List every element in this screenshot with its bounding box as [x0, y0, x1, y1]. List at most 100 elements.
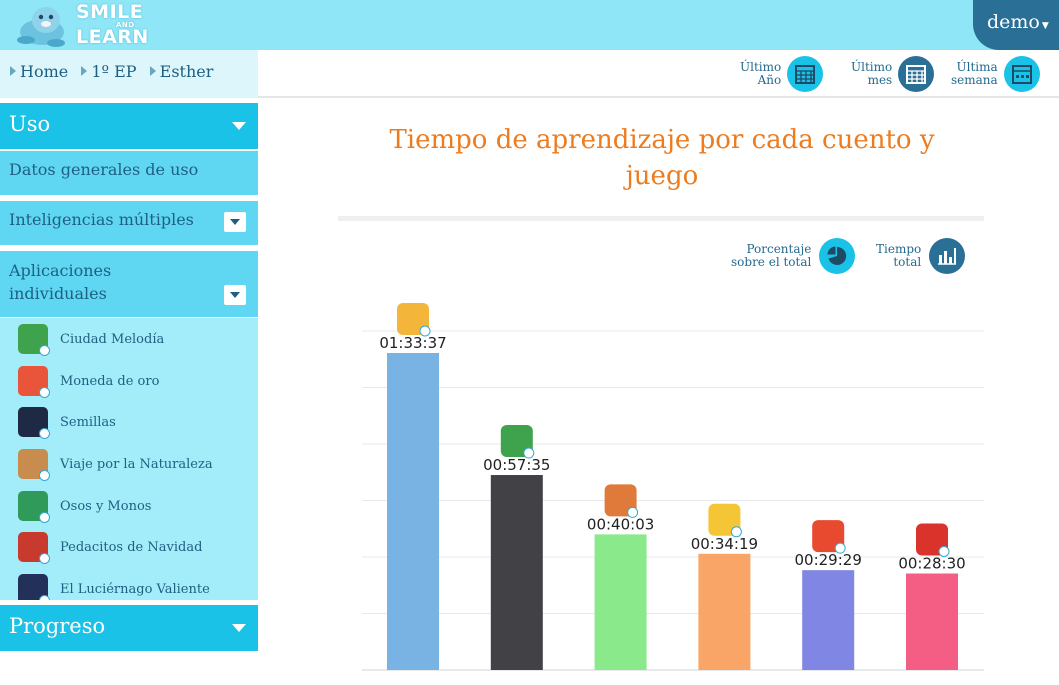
- bar-chart-icon: [929, 238, 966, 274]
- view-label-line1: Porcentaje: [746, 242, 812, 256]
- logo-text: SMILE AND LEARN: [76, 3, 149, 47]
- view-total-button[interactable]: Tiempo total: [876, 238, 966, 274]
- app-icon-3: [604, 484, 639, 518]
- period-label-line1: Último: [740, 60, 782, 74]
- bar-value-label: 00:29:29: [795, 551, 862, 569]
- bar[interactable]: [802, 570, 855, 670]
- clock-badge-icon: [39, 470, 50, 481]
- app-name: Osos y Monos: [60, 498, 152, 514]
- sidebar-item-inteligencias[interactable]: Inteligencias múltiples: [0, 201, 258, 245]
- period-last-week-button[interactable]: Última semana: [951, 56, 1040, 92]
- period-label-line2: semana: [951, 73, 998, 87]
- osos-monos-app-icon: [18, 491, 50, 523]
- app-name: Semillas: [60, 414, 116, 430]
- app-name: El Luciérnago Valiente: [60, 581, 210, 597]
- clock-badge-icon: [39, 428, 50, 439]
- app-list: Ciudad Melodía Moneda de oro Semillas Vi…: [0, 318, 258, 600]
- period-label-line1: Último: [851, 60, 893, 74]
- bar[interactable]: [594, 534, 647, 670]
- breadcrumb-arrow-icon: [149, 66, 156, 76]
- app-item-osos-monos[interactable]: Osos y Monos: [18, 490, 152, 523]
- app-name: Moneda de oro: [60, 373, 160, 389]
- pedacitos-navidad-app-icon: [18, 532, 50, 564]
- view-label: Tiempo total: [876, 243, 921, 269]
- time-per-app-chart: 01:33:37 00:57:35 00:40:03 00:34:19 00:29:29…: [362, 303, 984, 671]
- view-label: Porcentaje sobre el total: [731, 243, 811, 269]
- bar-value-label: 00:40:03: [587, 515, 654, 533]
- sidebar-item-label: Aplicaciones individuales: [9, 261, 112, 303]
- period-last-month-button[interactable]: Último mes: [851, 56, 935, 92]
- breadcrumb-label: Home: [20, 62, 69, 81]
- bar[interactable]: [490, 475, 543, 670]
- bar[interactable]: [698, 553, 751, 670]
- breadcrumb-arrow-icon: [81, 66, 88, 76]
- app-item-viaje-naturaleza[interactable]: Viaje por la Naturaleza: [18, 448, 213, 481]
- clock-badge-icon: [39, 387, 50, 398]
- section-label: Uso: [9, 112, 51, 136]
- sub-bar: Home 1º EP Esther Último Año Último mes Úl…: [0, 50, 1059, 98]
- breadcrumb-home[interactable]: Home: [10, 62, 68, 81]
- page-title: Tiempo de aprendizaje por cada cuento y …: [389, 125, 935, 191]
- ciudad-melodia-app-icon: [18, 324, 50, 356]
- breadcrumb-student[interactable]: Esther: [149, 62, 214, 81]
- app-name: Ciudad Melodía: [60, 331, 165, 347]
- app-icon-2: [500, 425, 535, 459]
- breadcrumb-arrow-icon: [10, 66, 16, 76]
- app-item-moneda-de-oro[interactable]: Moneda de oro: [18, 365, 160, 398]
- sidebar-section-uso[interactable]: Uso: [0, 103, 258, 149]
- pie-chart-icon: [819, 238, 856, 274]
- calendar-week-icon: [1003, 56, 1040, 92]
- top-bar: SMILE AND LEARN demo ▼: [0, 0, 1059, 50]
- luciernago-app-icon: [18, 574, 50, 600]
- logo-and: AND: [116, 21, 135, 29]
- view-label-line2: total: [893, 255, 922, 269]
- app-icon-6: [916, 523, 950, 557]
- view-label-line1: Tiempo: [876, 242, 922, 256]
- app-item-ciudad-melodia[interactable]: Ciudad Melodía: [18, 323, 165, 356]
- user-name: demo: [987, 11, 1040, 33]
- semillas-app-icon: [18, 407, 50, 439]
- app-item-semillas[interactable]: Semillas: [18, 406, 116, 439]
- sidebar-item-datos-generales[interactable]: Datos generales de uso: [0, 151, 258, 195]
- period-label-line2: Año: [757, 73, 782, 87]
- app-icon-4: [708, 503, 742, 538]
- view-percent-button[interactable]: Porcentaje sobre el total: [731, 238, 856, 274]
- app-item-pedacitos-navidad[interactable]: Pedacitos de Navidad: [18, 531, 203, 564]
- dropdown-toggle-icon[interactable]: [224, 212, 246, 232]
- period-label: Último Año: [740, 61, 781, 87]
- chevron-down-icon: [232, 624, 246, 632]
- period-label-line1: Última: [956, 60, 998, 74]
- clock-badge-icon: [39, 345, 50, 356]
- period-label-line2: mes: [867, 73, 893, 87]
- bar[interactable]: [906, 573, 958, 670]
- smile-and-learn-logo[interactable]: [12, 2, 157, 50]
- app-name: Viaje por la Naturaleza: [60, 456, 213, 472]
- bar-value-label: 00:34:19: [691, 535, 758, 553]
- period-label: Última semana: [951, 61, 998, 87]
- logo-line1: SMILE: [76, 1, 144, 23]
- app-icon-1: [397, 303, 431, 337]
- calendar-month-icon: [898, 56, 935, 92]
- logo-line2: LEARN: [76, 26, 149, 48]
- breadcrumb-label: 1º EP: [91, 62, 137, 81]
- app-name: Pedacitos de Navidad: [60, 539, 203, 555]
- breadcrumb-course[interactable]: 1º EP: [81, 62, 137, 81]
- view-label-line2: sobre el total: [731, 255, 812, 269]
- clock-badge-icon: [39, 595, 50, 600]
- user-menu-button[interactable]: demo ▼: [973, 0, 1059, 50]
- clock-badge-icon: [39, 553, 50, 564]
- period-last-year-button[interactable]: Último Año: [740, 56, 824, 92]
- dropdown-toggle-icon[interactable]: [224, 285, 246, 305]
- breadcrumb-label: Esther: [159, 62, 214, 81]
- sidebar-item-label: Inteligencias múltiples: [9, 210, 194, 229]
- bar[interactable]: [387, 353, 439, 670]
- sidebar-section-progreso[interactable]: Progreso: [0, 605, 258, 651]
- bar-value-label: 01:33:37: [379, 334, 446, 352]
- sidebar-item-aplicaciones[interactable]: Aplicaciones individuales: [0, 251, 258, 317]
- chevron-down-icon: [232, 122, 246, 130]
- app-item-luciernago[interactable]: El Luciérnago Valiente: [18, 573, 210, 600]
- seal-mascot-icon: [17, 7, 65, 47]
- caret-down-icon: ▼: [1041, 21, 1049, 31]
- section-label: Progreso: [9, 614, 106, 638]
- sidebar: Uso Datos generales de uso Inteligencias…: [0, 103, 258, 685]
